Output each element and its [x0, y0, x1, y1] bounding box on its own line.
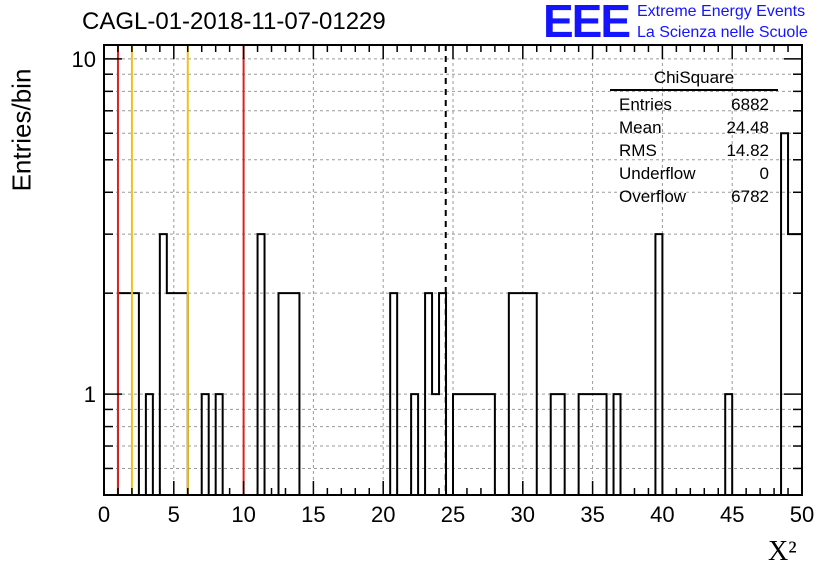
histogram-outline [116, 132, 802, 495]
x-axis-label: X² [768, 536, 797, 567]
logo-line-1: Extreme Energy Events [637, 3, 806, 20]
stats-row: RMS 14.82 [610, 139, 778, 162]
stats-row: Overflow 6782 [610, 185, 778, 208]
tick-labels: 0 5 10 15 20 25 30 35 40 45 50 1 10 [72, 47, 815, 527]
stats-label: Underflow [619, 164, 696, 183]
histogram-bins [116, 132, 802, 495]
stats-row: Mean 24.48 [610, 116, 778, 139]
chart-title: CAGL-01-2018-11-07-01229 [82, 8, 386, 35]
stats-box: ChiSquare Entries 6882 Mean 24.48 RMS 14.82 Un… [610, 68, 778, 208]
stats-rows: Entries 6882 Mean 24.48 RMS 14.82 Underflow 0 Ov… [610, 93, 778, 208]
x-tick-label: 20 [371, 502, 395, 527]
stats-title: ChiSquare [610, 68, 778, 91]
x-tick-label: 25 [441, 502, 465, 527]
stats-row: Underflow 0 [610, 162, 778, 185]
stats-row: Entries 6882 [610, 93, 778, 116]
eee-logo: EEE [543, 0, 631, 47]
x-tick-label: 45 [720, 502, 744, 527]
stats-value: 6782 [731, 187, 769, 206]
x-tick-label: 0 [98, 502, 110, 527]
stats-value: 24.48 [726, 118, 769, 137]
x-tick-label: 40 [650, 502, 674, 527]
stats-label: RMS [619, 141, 657, 160]
y-tick-label: 1 [84, 382, 96, 407]
stats-label: Overflow [619, 187, 687, 206]
stats-label: Entries [619, 95, 672, 114]
reference-lines [116, 45, 447, 495]
stats-value: 6882 [731, 95, 769, 114]
logo-line-2: La Scienza nelle Scuole [637, 24, 808, 41]
y-tick-label: 10 [72, 47, 96, 72]
x-tick-label: 30 [511, 502, 535, 527]
axes [103, 44, 803, 496]
x-tick-label: 15 [301, 502, 325, 527]
x-tick-label: 10 [231, 502, 255, 527]
x-tick-label: 5 [168, 502, 180, 527]
stats-label: Mean [619, 118, 662, 137]
x-tick-label: 35 [580, 502, 604, 527]
stats-value: 0 [759, 164, 769, 183]
x-tick-label: 50 [790, 502, 814, 527]
stats-value: 14.82 [726, 141, 769, 160]
